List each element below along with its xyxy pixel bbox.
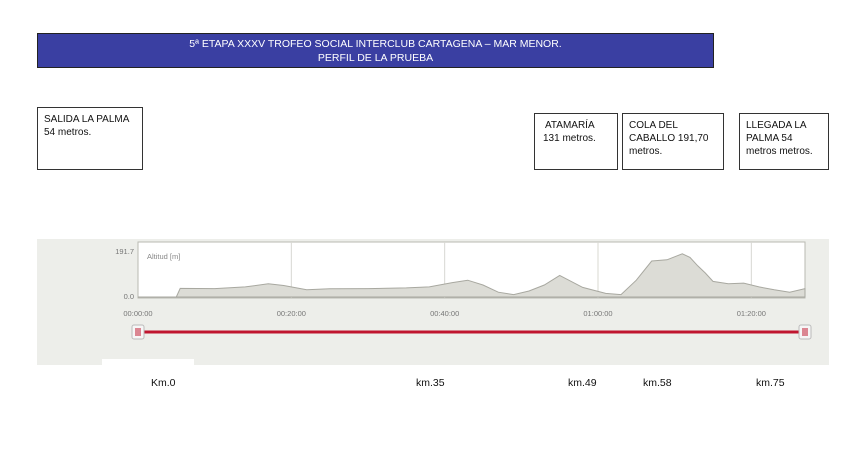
- cola-caballo-label-box: COLA DEL CABALLO 191,70 metros.: [622, 113, 724, 170]
- km-marker-35: km.35: [416, 377, 445, 389]
- llegada-label-line1: LLEGADA LA: [746, 120, 807, 131]
- slider-handle-right[interactable]: [798, 324, 812, 340]
- y-tick-bottom: 0.0: [124, 292, 134, 301]
- title-banner: 5ª ETAPA XXXV TROFEO SOCIAL INTERCLUB CA…: [37, 33, 714, 68]
- atamaria-label-altitude: 131 metros.: [543, 133, 596, 144]
- x-tick-label: 00:20:00: [277, 309, 306, 318]
- x-tick-label: 00:40:00: [430, 309, 459, 318]
- km-marker-49: km.49: [568, 377, 597, 389]
- atamaria-label-box: ATAMARÍA 131 metros.: [534, 113, 618, 170]
- start-label-name: SALIDA LA PALMA: [44, 114, 130, 125]
- start-label-box: SALIDA LA PALMA 54 metros.: [37, 107, 143, 170]
- cola-label-line1: COLA DEL: [629, 120, 678, 131]
- km-marker-0: Km.0: [151, 377, 176, 389]
- title-line-2: PERFIL DE LA PRUEBA: [317, 52, 434, 64]
- x-tick-label: 00:00:00: [123, 309, 152, 318]
- atamaria-label-name: ATAMARÍA: [545, 120, 595, 131]
- llegada-label-line3: metros metros.: [746, 146, 813, 157]
- llegada-label-box: LLEGADA LA PALMA 54 metros metros.: [739, 113, 829, 170]
- x-tick-label: 01:20:00: [737, 309, 766, 318]
- title-line-1: 5ª ETAPA XXXV TROFEO SOCIAL INTERCLUB CA…: [189, 38, 562, 50]
- llegada-label-line2: PALMA 54: [746, 133, 793, 144]
- panel-tab: [102, 359, 194, 367]
- legend-label: Altitud [m]: [147, 252, 180, 261]
- km-marker-75: km.75: [756, 377, 785, 389]
- cola-label-line2: CABALLO 191,70: [629, 133, 709, 144]
- slider-handle-left[interactable]: [131, 324, 145, 340]
- y-tick-top: 191.7: [115, 247, 134, 256]
- x-tick-label: 01:00:00: [583, 309, 612, 318]
- cola-label-line3: metros.: [629, 146, 663, 157]
- km-marker-58: km.58: [643, 377, 672, 389]
- start-label-altitude: 54 metros.: [44, 127, 92, 138]
- elevation-area: [138, 253, 806, 298]
